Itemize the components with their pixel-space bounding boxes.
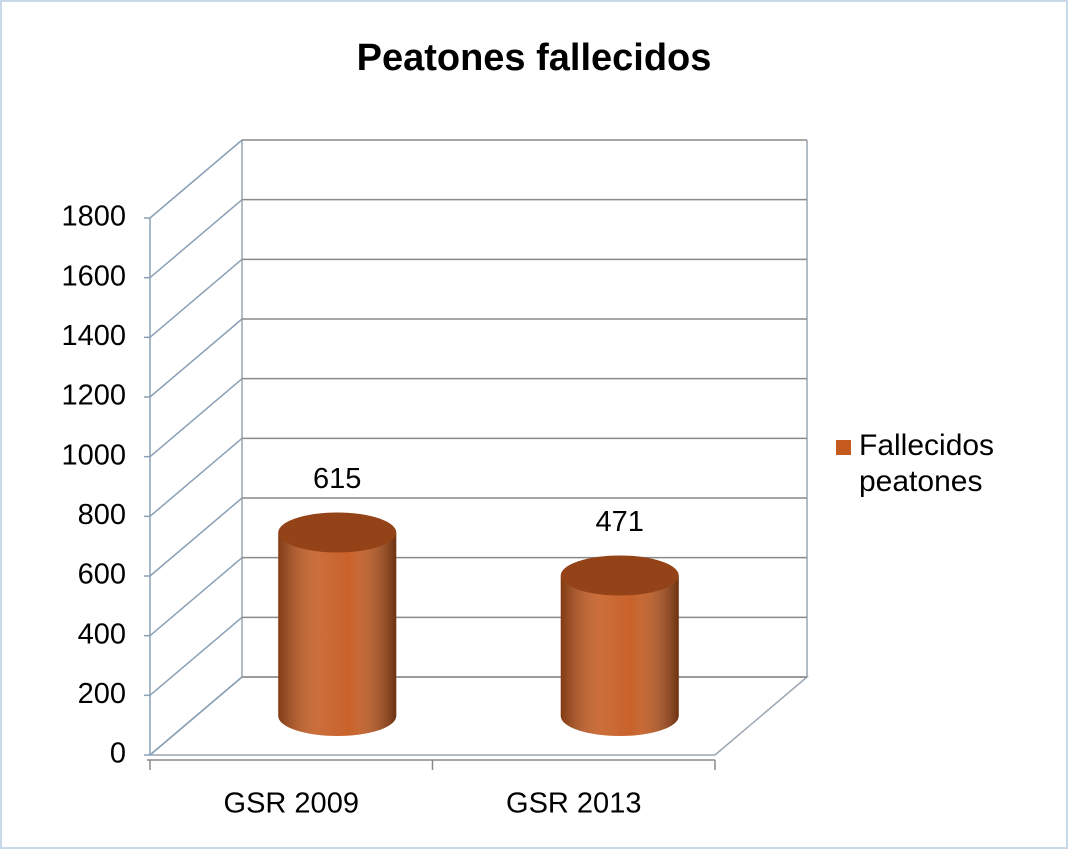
legend: Fallecidos peatones	[836, 428, 1056, 500]
side-grid-line	[150, 558, 242, 636]
legend-label: Fallecidos peatones	[859, 428, 1049, 500]
side-grid-line	[150, 259, 242, 337]
x-tick-label: GSR 2009	[224, 788, 359, 820]
y-tick-label: 0	[110, 738, 126, 770]
y-tick-label: 1600	[61, 260, 126, 292]
chart: Peatones fallecidos 0 200 400 600 800 1000 120…	[0, 0, 1068, 849]
chart-title: Peatones fallecidos	[357, 37, 712, 79]
y-tick-label: 1200	[61, 380, 126, 412]
side-grid-line	[150, 498, 242, 576]
y-tick-label: 1800	[61, 201, 126, 233]
data-label: 471	[596, 506, 644, 538]
side-grid-line	[150, 677, 242, 755]
side-grid-line	[150, 200, 242, 278]
cylinder-top-shade	[278, 513, 396, 553]
cylinder-shade	[561, 575, 679, 736]
legend-swatch	[836, 440, 851, 455]
y-tick-label: 1000	[61, 439, 126, 471]
y-tick-label: 800	[78, 499, 126, 531]
y-tick-label: 600	[78, 559, 126, 591]
y-tick-label: 1400	[61, 320, 126, 352]
frame	[1, 1, 1067, 848]
cylinder-shade	[278, 533, 396, 736]
chart-container: Peatones fallecidos 0 200 400 600 800 1000 120…	[0, 0, 1068, 849]
side-grid-line	[150, 379, 242, 457]
side-grid-line	[150, 617, 242, 695]
side-grid-line	[150, 319, 242, 397]
x-tick-label: GSR 2013	[506, 788, 641, 820]
side-grid-line	[150, 438, 242, 516]
cylinder-top-shade	[561, 555, 679, 595]
y-tick-label: 200	[78, 678, 126, 710]
y-tick-label: 400	[78, 618, 126, 650]
side-grid-line	[150, 140, 242, 218]
data-label: 615	[313, 463, 361, 495]
floor	[150, 677, 807, 755]
